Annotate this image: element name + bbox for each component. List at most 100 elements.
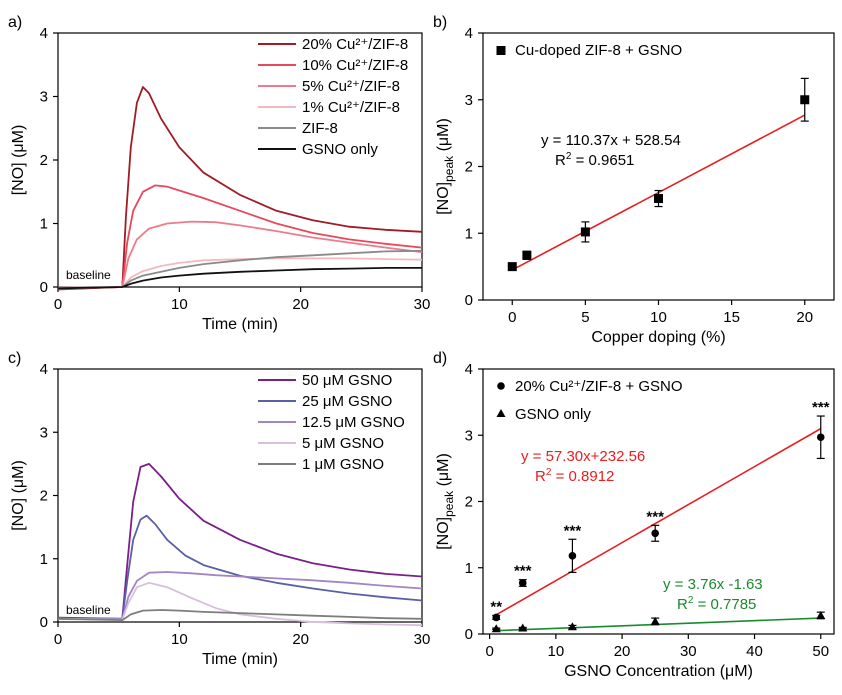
- x-tick-label: 0: [485, 643, 493, 660]
- x-tick-label: 20: [292, 631, 309, 648]
- x-tick-label: 10: [171, 296, 188, 313]
- y-tick-label: 3: [40, 424, 48, 441]
- r-value: = 0.8912: [551, 468, 614, 485]
- x-tick-label: 5: [581, 309, 589, 326]
- x-tick-label: 40: [746, 643, 763, 660]
- data-point-square: [507, 262, 517, 272]
- series-line-2: [57, 571, 423, 621]
- r-superscript: 2: [566, 151, 572, 162]
- x-tick-label: 0: [54, 296, 62, 313]
- panel-label: d): [433, 350, 447, 367]
- series-line-5: [57, 266, 422, 290]
- series-line-1: [57, 184, 423, 290]
- fit-1-r-squared: R2 = 0.7785: [677, 595, 756, 613]
- y-axis-label-part: (μM): [435, 118, 452, 156]
- data-point-circle: [568, 552, 577, 560]
- y-axis-label-subscript: peak: [442, 490, 456, 517]
- y-tick-label: 4: [40, 361, 48, 378]
- legend-marker: [496, 46, 506, 55]
- x-tick-label: 15: [723, 309, 740, 326]
- data-point-square: [522, 250, 532, 260]
- y-tick-label: 3: [465, 92, 473, 109]
- data-point-circle: [518, 579, 527, 587]
- r-label: R: [535, 468, 546, 485]
- r-superscript: 2: [546, 467, 552, 478]
- legend-entry-0: 20% Cu²⁺/ZIF-8 + GSNO: [515, 378, 683, 395]
- data-point-circle: [816, 433, 825, 442]
- data-point-square: [654, 194, 663, 204]
- x-tick-label: 30: [414, 296, 431, 313]
- series-line-4: [57, 609, 423, 621]
- fit-1-equation: y = 3.76x -1.63: [663, 576, 763, 593]
- y-tick-label: 3: [40, 89, 48, 106]
- y-axis-label: [NO] (μM): [10, 460, 27, 531]
- x-tick-label: 0: [508, 309, 516, 326]
- legend-entry-4: 1 μM GSNO: [302, 456, 384, 473]
- y-axis-label-subscript: peak: [442, 155, 456, 182]
- legend-entry-2: 5% Cu²⁺/ZIF-8: [302, 78, 400, 95]
- fit-equation: y = 110.37x + 528.54: [541, 132, 681, 149]
- x-tick-label: 0: [54, 631, 62, 648]
- y-axis-label: [NO] (μM): [10, 125, 27, 196]
- panel-a: a) 0 10 20 30 0 1 2 3 4 Time (min) [NO] (μM) baselin…: [8, 14, 430, 333]
- fit-0-equation: y = 57.30x+232.56: [521, 448, 645, 465]
- data-point-square: [580, 227, 590, 237]
- x-axis-label: Copper doping (%): [591, 329, 725, 346]
- y-axis-label-part: [NO]: [435, 182, 452, 215]
- fit-r-squared: R2 = 0.9651: [555, 151, 634, 169]
- r-label: R: [555, 152, 566, 169]
- series-line-3: [57, 257, 423, 289]
- data-point-circle: [492, 613, 501, 622]
- plot-frame: [482, 32, 835, 301]
- baseline-annotation: baseline: [66, 603, 111, 617]
- series-line-1: [57, 514, 423, 620]
- significance-marker: ***: [646, 508, 664, 525]
- y-tick-label: 1: [40, 551, 48, 568]
- x-tick-label: 10: [171, 631, 188, 648]
- y-tick-label: 0: [465, 626, 473, 643]
- r-value: = 0.7785: [693, 596, 756, 613]
- legend-entry-1: 25 μM GSNO: [302, 393, 392, 410]
- legend-entry-4: ZIF-8: [302, 120, 338, 137]
- y-tick-label: 4: [465, 361, 473, 378]
- legend-entry-0: 20% Cu²⁺/ZIF-8: [302, 36, 408, 53]
- y-tick-label: 3: [465, 427, 473, 444]
- x-tick-label: 50: [812, 643, 829, 660]
- series-line-0: [57, 462, 423, 620]
- legend-marker: [496, 409, 506, 417]
- significance-marker: **: [490, 598, 502, 615]
- legend-entry-1: 10% Cu²⁺/ZIF-8: [302, 57, 408, 74]
- panel-label: b): [433, 14, 447, 31]
- x-tick-label: 20: [614, 643, 631, 660]
- x-tick-label: 10: [650, 309, 667, 326]
- legend-entry-3: 5 μM GSNO: [302, 435, 384, 452]
- data-point-circle: [651, 529, 659, 538]
- x-axis-label: Time (min): [202, 316, 278, 333]
- y-tick-label: 2: [40, 152, 48, 169]
- x-tick-label: 30: [680, 643, 697, 660]
- y-tick-label: 2: [40, 488, 48, 505]
- legend-entry-1: GSNO only: [515, 406, 591, 423]
- r-value: = 0.9651: [571, 152, 634, 169]
- panel-b: b) 0 5 10 15 20 0 1 2 3 4 Copper doping (%) [NO]peak…: [433, 14, 835, 346]
- legend-entry-2: 12.5 μM GSNO: [302, 414, 405, 431]
- y-axis-label: [NO]peak (μM): [435, 118, 456, 215]
- series-line-0: [57, 86, 423, 291]
- y-tick-label: 1: [465, 225, 473, 242]
- y-tick-label: 1: [465, 560, 473, 577]
- series-line-4: [57, 249, 423, 290]
- significance-marker: ***: [564, 522, 582, 539]
- r-superscript: 2: [688, 595, 694, 606]
- y-tick-label: 4: [40, 25, 48, 42]
- legend-marker: [497, 382, 505, 390]
- panel-label: a): [8, 14, 22, 31]
- data-point-triangle: [816, 610, 826, 619]
- fit-line-0: [495, 427, 822, 616]
- data-point-triangle: [650, 616, 660, 625]
- panel-d: d) 0 10 20 30 40 50 0 1 2 3 4 GSNO Concentration (μM…: [433, 350, 835, 680]
- y-tick-label: 1: [40, 216, 48, 233]
- legend-entry-5: GSNO only: [302, 141, 378, 158]
- panel-label: c): [8, 350, 21, 367]
- y-tick-label: 0: [40, 614, 48, 631]
